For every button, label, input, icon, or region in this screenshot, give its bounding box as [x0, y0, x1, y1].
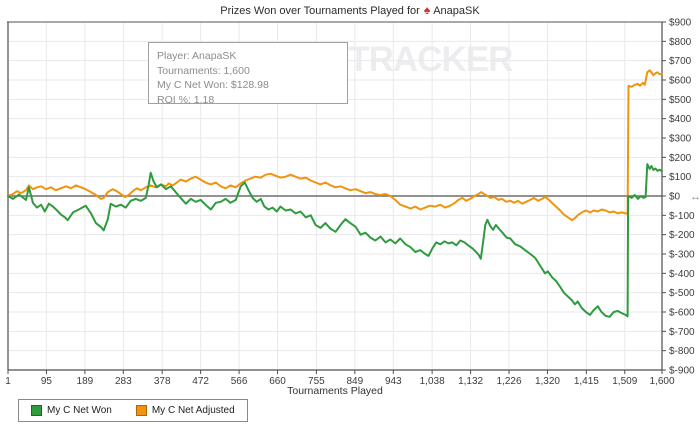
- y-tick-label: $700: [669, 56, 692, 67]
- x-tick-label: 1,600: [649, 376, 674, 387]
- y-tick-label: $-800: [669, 346, 695, 357]
- legend-item-net-won[interactable]: My C Net Won: [31, 405, 112, 416]
- info-net-won: My C Net Won: $128.98: [157, 79, 269, 91]
- y-tick-label: $-900: [669, 366, 695, 377]
- y-tick-label: $800: [669, 37, 692, 48]
- y-tick-label: $300: [669, 134, 692, 145]
- y-tick-label: $100: [669, 172, 692, 183]
- net-won-swatch-icon: [31, 405, 42, 416]
- y-tick-label: $0: [669, 192, 681, 203]
- x-tick-label: 1: [5, 376, 11, 387]
- x-axis-title: Tournaments Played: [287, 385, 383, 397]
- y-tick-label: $-700: [669, 327, 695, 338]
- x-tick-label: 283: [115, 376, 132, 387]
- y-tick-label: $-500: [669, 288, 695, 299]
- spade-icon: ♠: [423, 3, 431, 17]
- net-adjusted-swatch-icon: [135, 405, 147, 416]
- x-tick-label: 1,415: [574, 376, 599, 387]
- y-tick-label: $-600: [669, 308, 695, 319]
- legend-label-net-won: My C Net Won: [47, 405, 112, 416]
- y-tick-label: $-200: [669, 230, 695, 241]
- x-tick-label: 943: [385, 376, 402, 387]
- legend-label-net-adjusted: My C Net Adjusted: [151, 405, 235, 416]
- player-info-box: Player: AnapaSK Tournaments: 1,600 My C …: [148, 42, 348, 106]
- x-tick-label: 1,226: [497, 376, 522, 387]
- series-line-my-c-net-won: [7, 163, 663, 318]
- x-tick-label: 95: [41, 376, 53, 387]
- y-tick-label: $900: [669, 18, 692, 29]
- info-player: Player: AnapaSK: [157, 50, 237, 62]
- x-tick-label: 660: [269, 376, 286, 387]
- y-tick-label: $500: [669, 95, 692, 106]
- legend-box: My C Net Won My C Net Adjusted: [18, 399, 248, 422]
- y-tick-label: $-100: [669, 211, 695, 222]
- y-tick-label: $-400: [669, 269, 695, 280]
- zero-line-handle-icon[interactable]: ↔: [690, 191, 700, 203]
- chart-title-prefix: Prizes Won over Tournaments Played for: [220, 5, 420, 17]
- series-line-my-c-net-adjusted: [7, 69, 663, 222]
- watermark-part3: TRACKER: [348, 40, 513, 79]
- x-tick-label: 1,509: [612, 376, 637, 387]
- x-tick-label: 755: [308, 376, 325, 387]
- legend-item-net-adjusted[interactable]: My C Net Adjusted: [135, 405, 235, 416]
- chart-title: Prizes Won over Tournaments Played for ♠ A…: [0, 3, 700, 17]
- x-tick-label: 1,132: [458, 376, 483, 387]
- info-tournaments: Tournaments: 1,600: [157, 64, 250, 77]
- x-tick-label: 378: [154, 376, 171, 387]
- chart-title-player: AnapaSK: [433, 5, 480, 17]
- y-tick-label: $600: [669, 76, 692, 87]
- x-tick-label: 472: [192, 376, 209, 387]
- x-tick-label: 1,320: [535, 376, 560, 387]
- x-tick-label: 1,038: [420, 376, 445, 387]
- x-tick-label: 849: [346, 376, 363, 387]
- y-tick-label: $200: [669, 153, 692, 164]
- info-roi: ROI %: 1.18: [157, 93, 215, 106]
- y-tick-label: $400: [669, 114, 692, 125]
- x-tick-label: 189: [77, 376, 94, 387]
- y-tick-label: $-300: [669, 250, 695, 261]
- x-tick-label: 566: [231, 376, 248, 387]
